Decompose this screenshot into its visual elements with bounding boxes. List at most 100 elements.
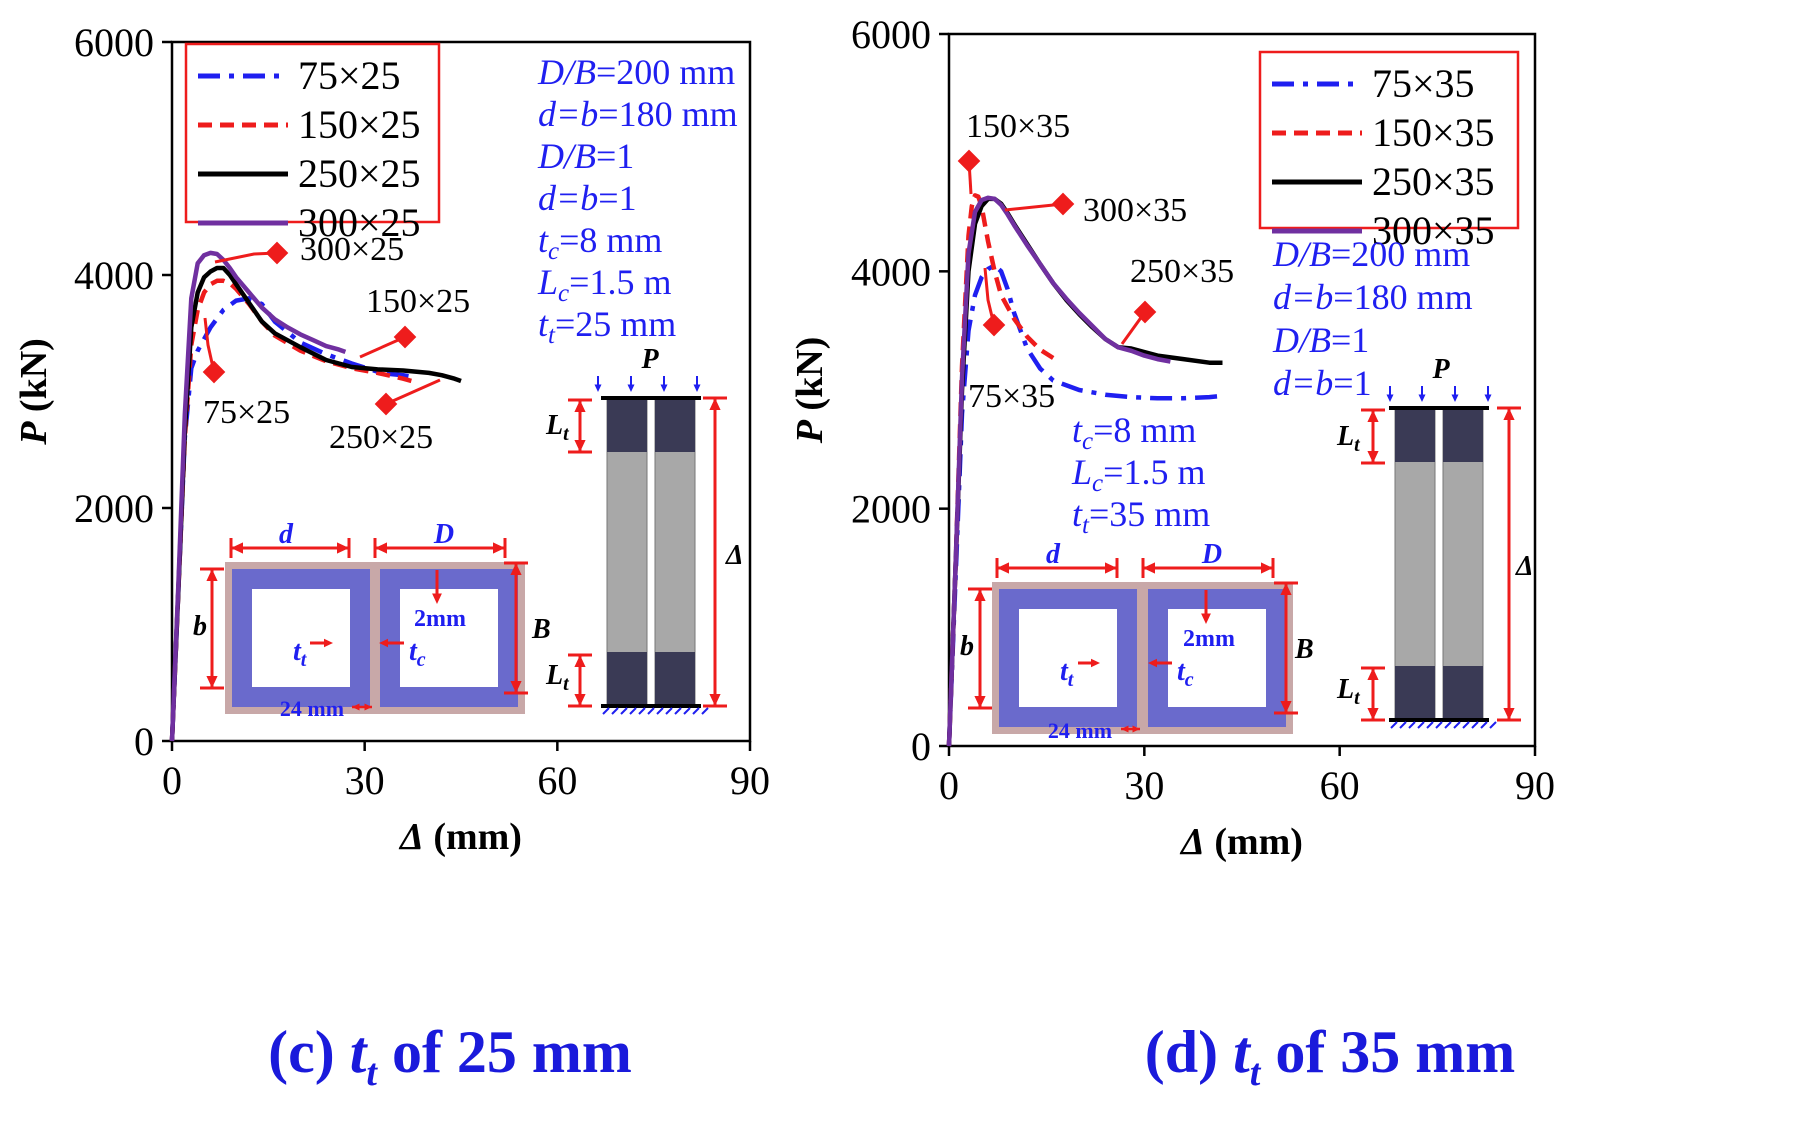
load-arrow-d-head	[1418, 394, 1426, 402]
param-c-5: Lc=1.5 m	[537, 262, 671, 307]
param2-d-2: D/B=1	[1272, 320, 1369, 360]
y-tick-label: 6000	[74, 20, 154, 65]
load-arrow-c-head	[660, 384, 668, 392]
column-c-hatch	[701, 707, 709, 715]
label-Lt-bot-d-part: L	[1336, 674, 1354, 705]
label-Lt-top-d-part: t	[1354, 434, 1361, 456]
column-c-hatch	[602, 707, 610, 715]
label-tc-c-part: t	[409, 636, 418, 667]
sec-c-inner-void	[252, 589, 350, 687]
y-tick-label: 6000	[851, 12, 931, 57]
label-delta-c: Δ	[725, 540, 744, 571]
x-axis-title: Δ (mm)	[398, 816, 522, 858]
column-d-hatch	[1408, 721, 1416, 729]
column-d-hatch	[1462, 721, 1470, 729]
column-c-hatch	[629, 707, 637, 715]
callout-250x25-label: 250×25	[329, 419, 433, 456]
label-gap-c: 2mm	[414, 606, 466, 632]
label-width-d: 24 mm	[1048, 718, 1112, 743]
callout-150x25-marker	[393, 325, 417, 349]
series-300×35	[946, 195, 1171, 747]
legend-label: 300×35	[1372, 208, 1495, 253]
param-c-4-part: =8 mm	[559, 220, 662, 260]
column-d-hatch	[1399, 721, 1407, 729]
caption-c-sub: t	[366, 1052, 377, 1094]
param-c-0-part: D/B	[537, 52, 596, 92]
legend-label: 150×35	[1372, 110, 1495, 155]
param-c-3: d=b=1	[538, 178, 637, 218]
label-d-d: d	[1046, 539, 1061, 570]
param-c-4-part: c	[548, 238, 559, 265]
label-tc-c-part: c	[417, 649, 426, 671]
caption-c-prefix: (c)	[268, 1019, 335, 1085]
label-Lt-top-d-part: L	[1336, 421, 1354, 452]
param-c-6-part: t	[548, 322, 556, 349]
legend-label: 75×35	[1372, 61, 1475, 106]
label-tt-d-part: t	[1068, 669, 1075, 691]
callout-150x35-marker	[957, 149, 981, 173]
dim-B-d-arrow-top	[1280, 583, 1292, 595]
column-d-hatch	[1435, 721, 1443, 729]
label-tt-d-part: t	[1060, 656, 1069, 687]
legend-label: 250×35	[1372, 159, 1495, 204]
param2-d-1-part: =180 mm	[1333, 277, 1472, 317]
label-Lt-top-c: Lt	[545, 410, 570, 445]
y-tick-label: 2000	[851, 487, 931, 532]
y-tick-label: 2000	[74, 486, 154, 531]
label-width-c: 24 mm	[280, 696, 344, 721]
y-tick-label: 0	[911, 724, 931, 769]
dim-d-c-arrow-left	[231, 542, 243, 554]
column-d-hatch	[1426, 721, 1434, 729]
width-dim-c-l	[352, 703, 360, 711]
x-tick-label: 90	[1515, 763, 1555, 808]
series-75×35	[946, 263, 1223, 747]
column-c-hatch	[656, 707, 664, 715]
dim-b-c-arrow-top	[206, 569, 218, 581]
y-axis-title-part: P	[789, 419, 831, 444]
x-axis-title-part: (mm)	[1205, 821, 1303, 863]
param-d-1-part: =1.5 m	[1103, 452, 1205, 492]
x-tick-label: 30	[1124, 763, 1164, 808]
param2-d-2-part: =1	[1331, 320, 1369, 360]
callout-75x25-label: 75×25	[203, 394, 290, 431]
dim-delta-d-arrow-bottom	[1503, 708, 1515, 720]
gap-arrow-c-head	[432, 593, 442, 604]
label-Lt-bot-c-part: L	[545, 660, 563, 691]
tc-arrow-c-head	[379, 638, 388, 648]
width-dim-c-r	[364, 703, 372, 711]
param-d-2-part: t	[1082, 512, 1090, 539]
tc-arrow-d-head	[1148, 658, 1157, 668]
column-d-hatch	[1480, 721, 1488, 729]
param-d-2-part: t	[1072, 494, 1083, 534]
dim-Lt-bot-c-arrow-top	[574, 655, 586, 667]
load-arrow-c-head	[693, 384, 701, 392]
dim-D-d-arrow-right	[1261, 562, 1273, 574]
x-tick-label: 60	[1320, 763, 1360, 808]
callout-250x25-leader	[385, 378, 441, 406]
label-Lt-bot-d: Lt	[1336, 674, 1361, 709]
load-arrow-d-head	[1451, 394, 1459, 402]
caption-d-prefix: (d)	[1144, 1019, 1219, 1085]
param-c-1: d=b=180 mm	[538, 94, 738, 134]
legend-box	[1258, 50, 1520, 230]
column-c-hatch	[692, 707, 700, 715]
column-c-hatch	[611, 707, 619, 715]
callout-75x35-marker	[982, 313, 1006, 337]
width-dim-d-l	[1121, 725, 1129, 733]
param-d-0: tc=8 mm	[1072, 410, 1196, 455]
param-c-1-part: d=b	[538, 94, 598, 134]
label-delta-d: Δ	[1515, 551, 1534, 582]
param-d-0-part: c	[1082, 428, 1093, 455]
param-d-2-part: =35 mm	[1089, 494, 1210, 534]
callout-300x25-label: 300×25	[300, 231, 404, 268]
sec-d-inner-void	[1019, 609, 1117, 707]
label-b-d: b	[960, 631, 974, 662]
column-d-hatch	[1489, 721, 1497, 729]
label-tc-c: tc	[409, 636, 426, 671]
dim-Lt-top-c-arrow-bottom	[574, 440, 586, 452]
series-300×25	[169, 250, 347, 742]
label-gap-d: 2mm	[1183, 626, 1235, 652]
dim-B-d-arrow-bottom	[1280, 701, 1292, 713]
callout-75x25-marker	[202, 360, 226, 384]
